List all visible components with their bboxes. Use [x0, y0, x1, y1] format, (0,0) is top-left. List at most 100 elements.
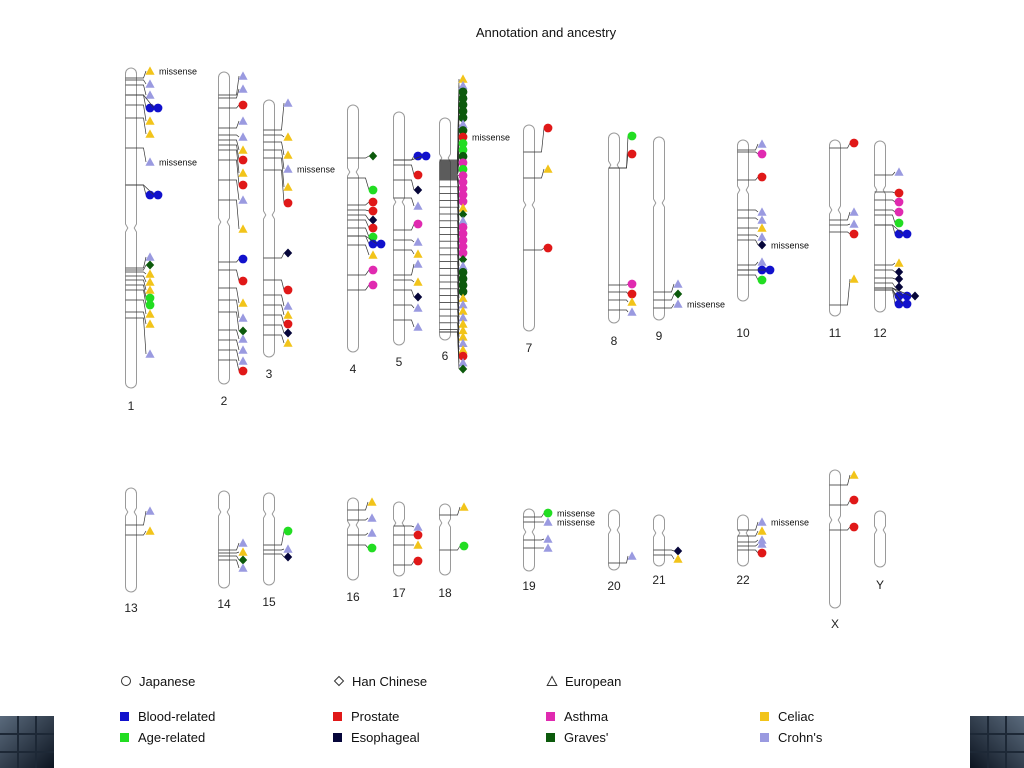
chromosome-body: [874, 510, 886, 568]
missense-label: missense: [159, 158, 197, 168]
locus-connector: [404, 560, 415, 566]
crohns-european-marker: [413, 237, 423, 246]
blood-japanese-marker: [376, 239, 386, 249]
crohns-european-marker: [238, 334, 248, 343]
prostate-japanese-marker: [368, 197, 378, 207]
crohns-european-marker: [894, 167, 904, 176]
locus-connector: [229, 144, 240, 161]
crohns-european-marker: [673, 279, 683, 288]
blood-japanese-marker: [153, 190, 163, 200]
locus-connector: [136, 299, 147, 315]
crohns-european-marker: [238, 313, 248, 322]
locus-connector: [450, 281, 460, 305]
legend-age-related-label: Age-related: [138, 730, 206, 745]
locus-connector: [229, 359, 240, 372]
chromosome-label: 3: [266, 367, 273, 381]
chromosome-6: 6 missense: [439, 74, 510, 374]
crohns-european-marker: [627, 551, 637, 560]
legend-european-label: European: [565, 674, 622, 689]
graves-swatch: [546, 733, 555, 742]
esophageal-han-chinese-marker: [283, 248, 293, 258]
celiac-european-marker: [145, 66, 155, 75]
locus-connector: [274, 324, 285, 334]
locus-connector: [404, 525, 415, 528]
legend-age-related: Age-related: [120, 730, 205, 745]
crohns-european-marker: [757, 539, 767, 548]
locus-connector: [229, 349, 240, 362]
chromosome-label: 19: [522, 579, 536, 593]
esophageal-han-chinese-marker: [283, 328, 293, 338]
esophageal-han-chinese-marker: [413, 292, 423, 302]
locus-connector: [358, 227, 370, 238]
locus-connector: [274, 304, 285, 316]
missense-label: missense: [297, 165, 335, 175]
prostate-japanese-marker: [413, 170, 423, 180]
chromosome-3: 3 missense: [263, 98, 335, 381]
locus-connector: [274, 279, 285, 291]
locus-connector: [450, 175, 460, 183]
diamond-icon: [333, 675, 345, 687]
missense-label: missense: [557, 518, 595, 528]
graves-han-chinese-marker: [458, 209, 468, 219]
locus-connector: [136, 104, 147, 122]
graves-japanese-marker: [458, 267, 468, 277]
prostate-japanese-marker: [458, 351, 468, 361]
legend-blood-related: Blood-related: [120, 709, 215, 724]
locus-connector: [534, 538, 545, 541]
locus-connector: [274, 149, 285, 170]
locus-connector: [619, 299, 629, 303]
chromosome-body: [608, 132, 620, 324]
crohns-european-marker: [458, 357, 468, 367]
asthma-japanese-marker: [458, 158, 468, 168]
esophageal-han-chinese-marker: [894, 282, 904, 292]
crohns-european-marker: [145, 157, 155, 166]
celiac-european-marker: [283, 338, 293, 347]
chromosome-label: 17: [392, 586, 406, 600]
legend-prostate-label: Prostate: [351, 709, 400, 724]
missense-label: missense: [557, 509, 595, 519]
celiac-european-marker: [238, 145, 248, 154]
blood-related-swatch: [120, 712, 129, 721]
locus-connector: [136, 271, 147, 275]
prostate-japanese-marker: [368, 206, 378, 216]
locus-connector: [274, 252, 285, 259]
celiac-european-marker: [368, 250, 378, 259]
chromosome-4: 4: [347, 104, 386, 376]
locus-connector: [885, 282, 896, 288]
crohns-european-marker: [283, 98, 293, 107]
chromosome-label: 6: [442, 349, 449, 363]
age-japanese-marker: [458, 139, 468, 148]
locus-connector: [534, 168, 545, 179]
locus-connector: [748, 543, 759, 547]
legend-blood-related-label: Blood-related: [138, 709, 216, 724]
locus-connector: [274, 169, 285, 204]
crohns-european-marker: [543, 517, 553, 526]
age-japanese-marker: [757, 275, 767, 285]
figure-title: Annotation and ancestry: [475, 25, 617, 40]
celiac-european-marker: [145, 526, 155, 535]
graves-japanese-marker: [458, 287, 468, 297]
prostate-japanese-marker: [238, 100, 248, 110]
missense-label: missense: [472, 133, 510, 143]
age-japanese-marker: [458, 164, 468, 174]
chromosome-body: [393, 501, 405, 577]
asthma-japanese-marker: [458, 190, 468, 200]
locus-connector: [840, 278, 851, 306]
prostate-japanese-marker: [413, 556, 423, 566]
celiac-european-marker: [757, 526, 767, 535]
locus-connector: [450, 200, 460, 228]
blood-japanese-marker: [902, 291, 912, 301]
blood-japanese-marker: [145, 190, 155, 200]
crohns-european-marker: [627, 307, 637, 316]
locus-connector: [619, 555, 629, 564]
locus-connector: [274, 157, 285, 188]
asthma-japanese-marker: [413, 219, 423, 229]
locus-connector: [358, 517, 369, 521]
celiac-european-marker: [283, 150, 293, 159]
celiac-european-marker: [413, 277, 423, 286]
locus-connector: [885, 287, 912, 297]
locus-connector: [229, 120, 240, 129]
locus-connector: [274, 314, 285, 325]
locus-connector: [136, 510, 147, 526]
chromosome-label: Y: [876, 578, 884, 592]
